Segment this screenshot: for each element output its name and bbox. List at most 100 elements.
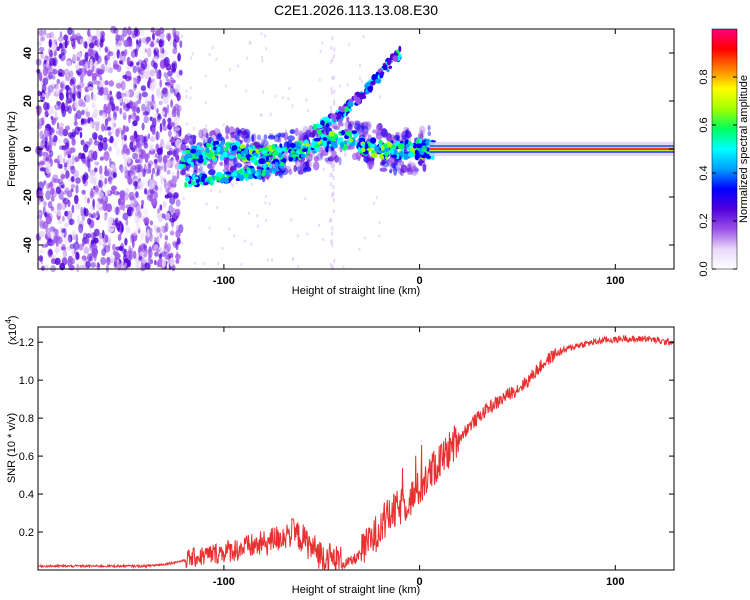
noise-blob xyxy=(47,182,54,188)
noise-blob xyxy=(81,118,88,125)
noise-blob xyxy=(167,117,172,124)
noise-blob xyxy=(107,227,115,232)
branch-blob xyxy=(327,118,331,122)
noise-blob xyxy=(83,246,90,255)
signal-core-blob xyxy=(415,143,423,149)
signal-core-blob xyxy=(390,147,394,155)
noise-blob xyxy=(54,234,61,242)
noise-blob xyxy=(110,170,116,180)
noise-blob xyxy=(49,226,56,232)
noise-blob xyxy=(150,40,154,47)
noise-blob xyxy=(104,234,109,243)
noise-blob xyxy=(85,233,92,239)
noise-blob xyxy=(138,154,143,164)
speckle xyxy=(248,211,250,215)
noise-blob xyxy=(60,183,66,189)
signal-halo-blob xyxy=(208,131,213,138)
signal-core-blob xyxy=(214,140,220,145)
noise-blob xyxy=(166,242,172,252)
speckle xyxy=(319,50,322,54)
noise-blob xyxy=(113,111,118,121)
noise-blob xyxy=(107,216,114,225)
noise-blob xyxy=(48,84,54,93)
branch-blob xyxy=(207,176,214,181)
noise-blob xyxy=(126,208,132,217)
noise-blob xyxy=(61,46,65,56)
snr-y-scale-suffix: ) xyxy=(7,315,19,319)
branch-blob xyxy=(316,124,323,129)
noise-blob xyxy=(163,72,167,78)
noise-blob xyxy=(84,51,89,62)
noise-blob xyxy=(165,251,170,260)
noise-blob xyxy=(166,104,170,114)
noise-blob xyxy=(42,221,49,230)
colorbar-label: Normalized spectral amplitude xyxy=(738,75,750,223)
noise-blob xyxy=(117,234,122,241)
noise-blob xyxy=(174,208,181,217)
branch-blob xyxy=(359,92,366,100)
signal-core-blob xyxy=(231,144,238,151)
signal-halo-blob xyxy=(347,121,352,131)
noise-blob xyxy=(175,36,179,44)
noise-blob xyxy=(126,56,131,66)
signal-halo-blob xyxy=(260,138,266,145)
noise-blob xyxy=(51,137,56,142)
signal-core-blob xyxy=(263,153,270,157)
streak-speckle xyxy=(330,182,333,187)
noise-blob xyxy=(72,53,77,63)
noise-blob xyxy=(84,156,90,167)
noise-blob xyxy=(89,58,93,69)
noise-blob xyxy=(111,185,116,195)
noise-blob xyxy=(95,80,101,85)
noise-blob xyxy=(71,29,75,36)
noise-blob xyxy=(166,70,173,77)
y-tick-label: 20 xyxy=(22,95,34,107)
noise-blob xyxy=(64,142,70,149)
noise-blob xyxy=(169,85,175,94)
noise-blob xyxy=(163,163,167,173)
noise-blob xyxy=(62,128,69,137)
noise-blob xyxy=(85,260,91,269)
streak-speckle xyxy=(332,175,335,180)
noise-blob xyxy=(73,83,77,92)
noise-blob xyxy=(42,92,45,98)
noise-blob xyxy=(40,50,44,60)
speckle xyxy=(264,195,267,198)
noise-blob xyxy=(146,228,150,239)
noise-blob xyxy=(139,251,144,257)
noise-blob xyxy=(79,38,85,44)
branch-blob xyxy=(339,107,346,113)
x-tick-label: 0 xyxy=(417,275,423,287)
noise-blob xyxy=(125,226,131,234)
noise-blob xyxy=(51,42,57,52)
noise-blob xyxy=(172,38,177,49)
speckle xyxy=(230,183,233,187)
noise-blob xyxy=(146,189,153,199)
noise-blob xyxy=(93,237,99,244)
noise-blob xyxy=(137,99,141,105)
noise-blob xyxy=(159,122,163,133)
noise-blob xyxy=(61,243,66,250)
speckle xyxy=(378,234,381,238)
noise-blob xyxy=(137,163,143,173)
noise-blob xyxy=(140,232,144,241)
noise-blob xyxy=(78,152,83,159)
signal-halo-blob xyxy=(381,161,390,168)
signal-halo-blob xyxy=(404,168,411,173)
signal-halo-blob xyxy=(338,156,342,166)
noise-blob xyxy=(46,228,53,238)
noise-blob xyxy=(44,264,49,272)
noise-blob xyxy=(50,195,55,202)
speckle xyxy=(228,227,231,231)
noise-blob xyxy=(140,72,144,80)
signal-halo-blob xyxy=(198,129,204,139)
noise-blob xyxy=(173,32,176,41)
speckle xyxy=(182,197,185,201)
noise-blob xyxy=(122,101,126,111)
noise-blob xyxy=(144,99,148,107)
noise-blob xyxy=(172,27,177,38)
signal-halo-blob xyxy=(288,168,293,175)
speckle xyxy=(264,201,267,205)
noise-blob xyxy=(71,128,76,139)
streak-speckle xyxy=(331,242,334,247)
